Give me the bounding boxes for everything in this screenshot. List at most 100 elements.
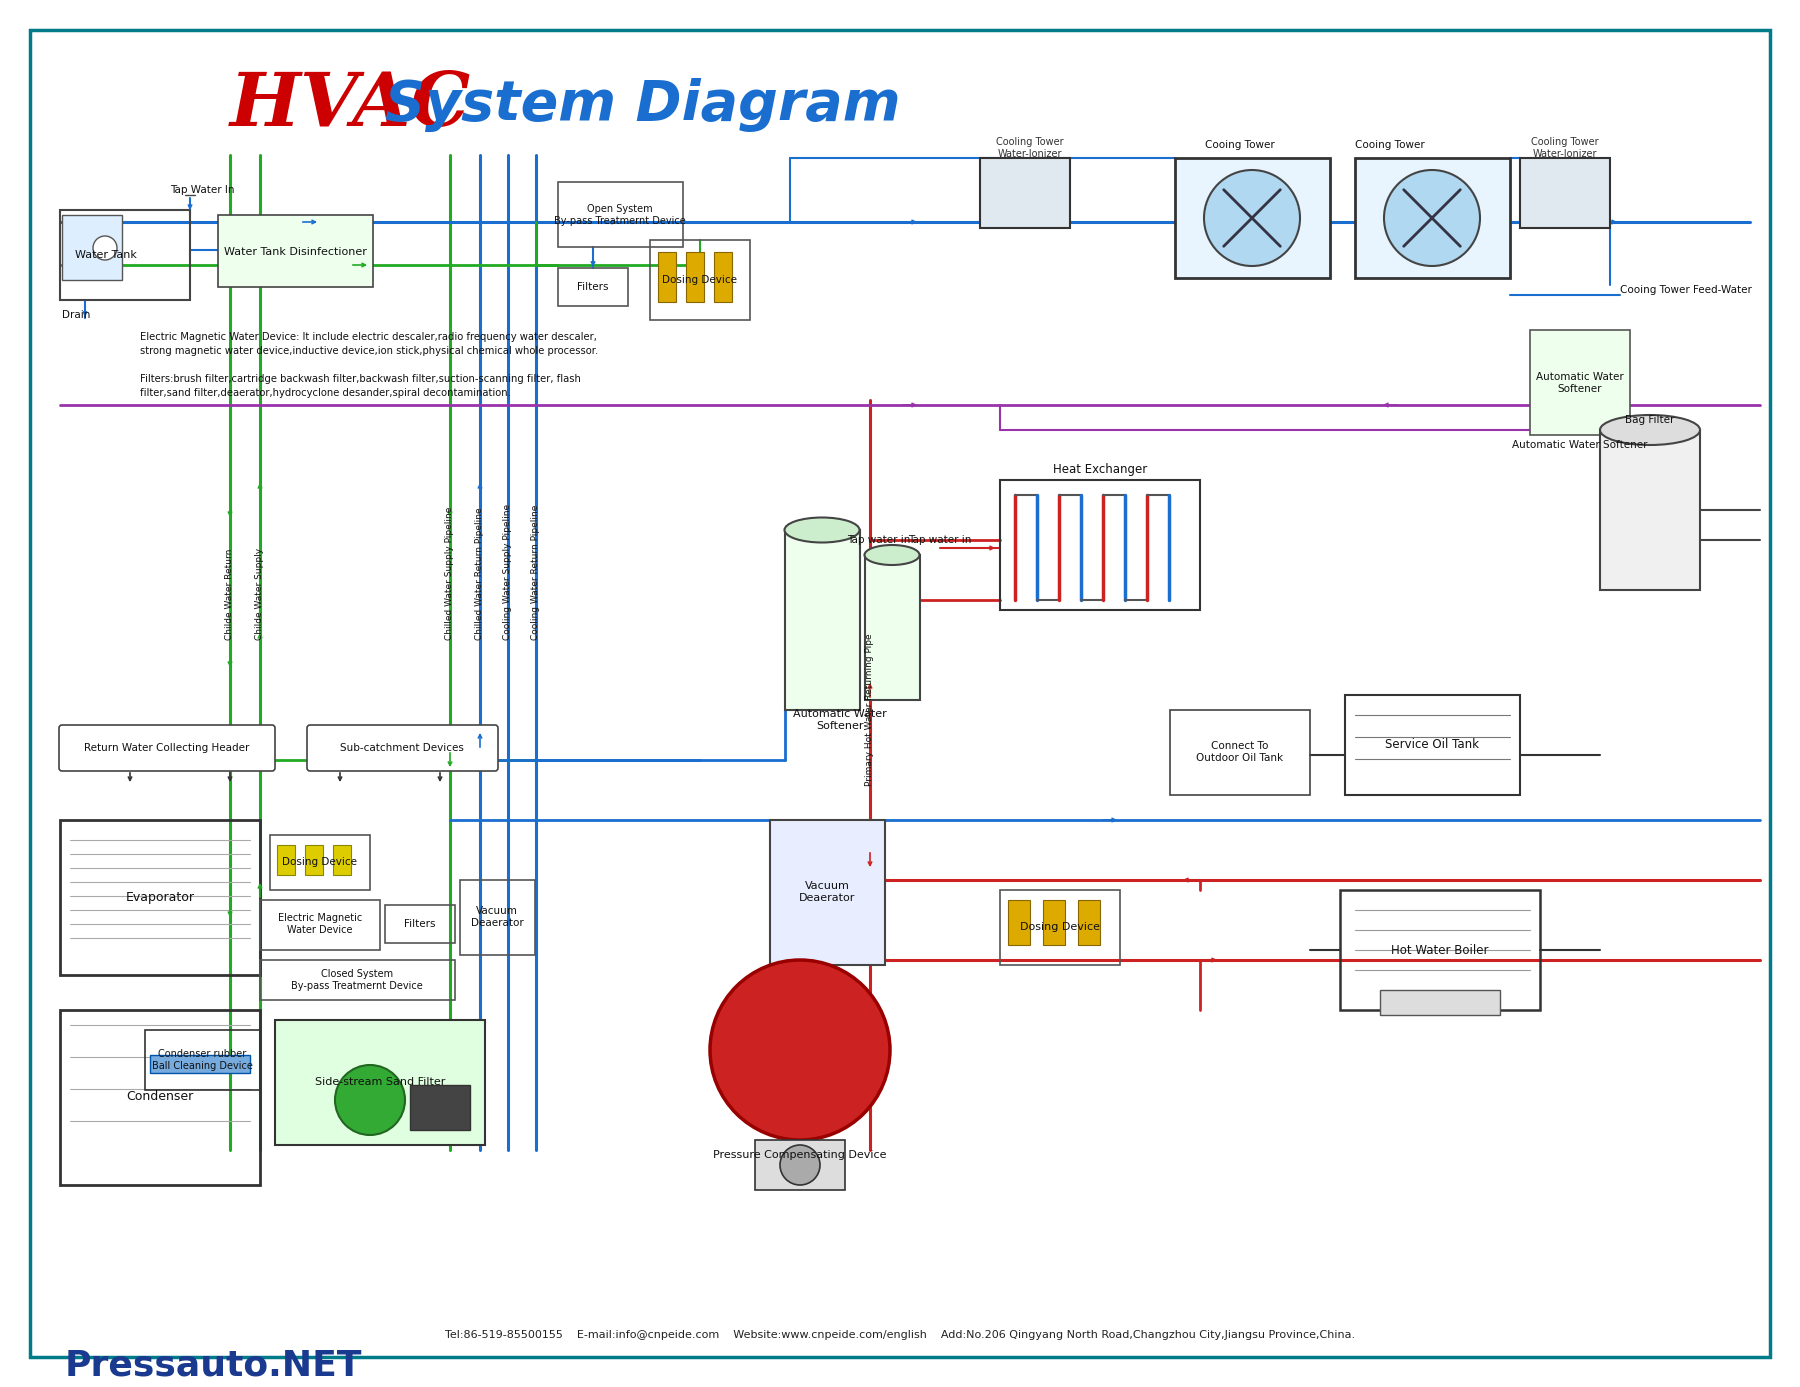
Bar xyxy=(558,182,682,247)
Bar xyxy=(59,209,191,300)
Bar xyxy=(1170,710,1310,795)
Text: Bag Filter: Bag Filter xyxy=(1625,415,1674,424)
Text: Tap Water In: Tap Water In xyxy=(169,184,234,196)
Circle shape xyxy=(1204,171,1300,266)
Text: Electric Magnetic Water Device: It include electric descaler,radio frequency wat: Electric Magnetic Water Device: It inclu… xyxy=(140,331,598,398)
FancyBboxPatch shape xyxy=(308,725,499,771)
Bar xyxy=(558,268,628,307)
Bar xyxy=(275,1019,484,1146)
Bar xyxy=(1078,900,1100,945)
Text: Return Water Collecting Header: Return Water Collecting Header xyxy=(85,743,250,753)
Text: Cooing Tower Feed-Water: Cooing Tower Feed-Water xyxy=(1620,284,1751,295)
Bar xyxy=(785,530,860,710)
Bar xyxy=(59,820,259,975)
Text: Heat Exchanger: Heat Exchanger xyxy=(1053,463,1147,477)
Bar xyxy=(866,555,920,700)
Bar xyxy=(979,158,1069,227)
Text: Side-stream Sand Filter: Side-stream Sand Filter xyxy=(315,1076,445,1087)
Text: Electric Magnetic
Water Device: Electric Magnetic Water Device xyxy=(277,913,362,935)
FancyBboxPatch shape xyxy=(59,725,275,771)
Text: Pressure Compensating Device: Pressure Compensating Device xyxy=(713,1150,887,1160)
Text: Evaporator: Evaporator xyxy=(126,890,194,903)
Bar xyxy=(333,845,351,875)
Text: Tap water in: Tap water in xyxy=(909,535,972,545)
Bar xyxy=(270,835,371,890)
Bar xyxy=(715,252,733,302)
Bar xyxy=(1381,990,1499,1015)
Text: Pressauto.NET: Pressauto.NET xyxy=(65,1348,362,1381)
Text: Dosing Device: Dosing Device xyxy=(283,857,358,867)
Text: Automatic Water Softener: Automatic Water Softener xyxy=(1512,440,1647,449)
Text: Vacuum
Deaerator: Vacuum Deaerator xyxy=(799,881,855,903)
Bar xyxy=(149,1056,250,1074)
Text: Open System
By-pass Treatmernt Device: Open System By-pass Treatmernt Device xyxy=(554,204,686,226)
Bar xyxy=(61,215,122,280)
Bar xyxy=(385,904,455,943)
Bar xyxy=(1008,900,1030,945)
Text: Condenser: Condenser xyxy=(126,1090,194,1104)
Text: Vacuum
Deaerator: Vacuum Deaerator xyxy=(470,906,524,928)
Text: Cooing Tower: Cooing Tower xyxy=(1355,140,1426,150)
Ellipse shape xyxy=(1600,415,1699,445)
Text: Closed System
By-pass Treatmernt Device: Closed System By-pass Treatmernt Device xyxy=(292,970,423,990)
Bar xyxy=(770,820,886,965)
Text: Dosing Device: Dosing Device xyxy=(662,275,738,284)
Bar xyxy=(650,240,751,320)
Bar xyxy=(1519,158,1609,227)
Text: Water Tank Disinfectioner: Water Tank Disinfectioner xyxy=(223,247,367,257)
Ellipse shape xyxy=(785,517,860,542)
Bar xyxy=(1001,890,1120,965)
Bar xyxy=(259,900,380,950)
Text: System Diagram: System Diagram xyxy=(385,78,900,132)
Text: Service Oil Tank: Service Oil Tank xyxy=(1384,738,1480,752)
Text: HVAC: HVAC xyxy=(230,69,472,141)
Circle shape xyxy=(335,1065,405,1135)
Text: Cooing Tower: Cooing Tower xyxy=(1206,140,1274,150)
Bar xyxy=(1530,330,1631,436)
Bar xyxy=(1001,480,1201,610)
Bar xyxy=(304,845,322,875)
Text: Dosing Device: Dosing Device xyxy=(1021,922,1100,932)
Text: Cooling Tower
Water-Ionizer: Cooling Tower Water-Ionizer xyxy=(995,137,1064,158)
Bar xyxy=(1345,695,1519,795)
Text: Condenser rubber
Ball Cleaning Device: Condenser rubber Ball Cleaning Device xyxy=(151,1049,252,1071)
Text: Automatic Water
Softener: Automatic Water Softener xyxy=(794,709,887,731)
Bar xyxy=(259,960,455,1000)
Text: Connect To
Outdoor Oil Tank: Connect To Outdoor Oil Tank xyxy=(1197,741,1283,763)
Text: Cooling Water Supply Pipeline: Cooling Water Supply Pipeline xyxy=(504,503,513,639)
Bar xyxy=(1042,900,1066,945)
Bar xyxy=(1175,158,1330,277)
Bar xyxy=(410,1085,470,1130)
Text: Chilled Water Return Pipeline: Chilled Water Return Pipeline xyxy=(475,508,484,639)
Circle shape xyxy=(1384,171,1480,266)
Text: Automatic Water
Softener: Automatic Water Softener xyxy=(1535,372,1624,394)
Bar xyxy=(59,1010,259,1184)
Text: Cooling Water Return Pipeline: Cooling Water Return Pipeline xyxy=(531,505,540,639)
Bar xyxy=(686,252,704,302)
Text: Cooling Tower
Water-Ionizer: Cooling Tower Water-Ionizer xyxy=(1532,137,1598,158)
Bar xyxy=(1339,890,1541,1010)
Bar xyxy=(461,879,535,956)
Bar xyxy=(659,252,677,302)
Bar xyxy=(146,1031,259,1090)
Text: Filters: Filters xyxy=(578,282,608,293)
Text: Tap water in: Tap water in xyxy=(846,535,911,545)
Text: Childe Water Return: Childe Water Return xyxy=(225,549,234,639)
Bar xyxy=(754,1140,844,1190)
Circle shape xyxy=(779,1146,821,1184)
Text: Primary Hot Water Returning Pipe: Primary Hot Water Returning Pipe xyxy=(866,634,875,786)
Bar xyxy=(218,215,373,287)
Text: Sub-catchment Devices: Sub-catchment Devices xyxy=(340,743,464,753)
Circle shape xyxy=(94,236,117,259)
Circle shape xyxy=(709,960,889,1140)
Text: Chilled Water Supply Pipeline: Chilled Water Supply Pipeline xyxy=(446,506,454,639)
Text: Hot Water Boiler: Hot Water Boiler xyxy=(1391,943,1489,957)
Text: Filters: Filters xyxy=(405,920,436,929)
Text: Tel:86-519-85500155    E-mail:info@cnpeide.com    Website:www.cnpeide.com/englis: Tel:86-519-85500155 E-mail:info@cnpeide.… xyxy=(445,1330,1355,1340)
Ellipse shape xyxy=(864,545,920,565)
Bar xyxy=(277,845,295,875)
Text: Water Tank: Water Tank xyxy=(76,250,137,259)
Bar xyxy=(1355,158,1510,277)
Text: Drain: Drain xyxy=(61,311,90,320)
Text: Childe Water Supply: Childe Water Supply xyxy=(256,548,265,639)
